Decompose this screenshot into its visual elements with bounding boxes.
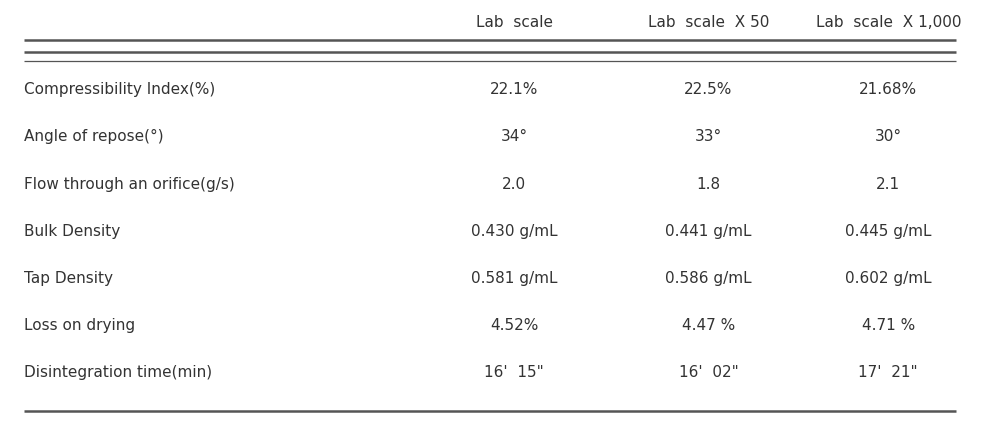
Text: 4.47 %: 4.47 % [682, 318, 735, 333]
Text: 16'  02": 16' 02" [679, 366, 738, 380]
Text: 30°: 30° [875, 130, 902, 144]
Text: 0.586 g/mL: 0.586 g/mL [665, 271, 752, 286]
Text: Bulk Density: Bulk Density [24, 224, 120, 239]
Text: 2.1: 2.1 [876, 177, 900, 192]
Text: 16'  15": 16' 15" [484, 366, 544, 380]
Text: 0.441 g/mL: 0.441 g/mL [665, 224, 752, 239]
Text: 0.430 g/mL: 0.430 g/mL [471, 224, 558, 239]
Text: 1.8: 1.8 [697, 177, 720, 192]
Text: 17'  21": 17' 21" [858, 366, 918, 380]
Text: 33°: 33° [695, 130, 722, 144]
Text: Lab  scale  X 1,000: Lab scale X 1,000 [816, 15, 961, 31]
Text: Compressibility Index(%): Compressibility Index(%) [24, 82, 215, 97]
Text: Lab  scale  X 50: Lab scale X 50 [647, 15, 769, 31]
Text: 2.0: 2.0 [502, 177, 526, 192]
Text: 4.52%: 4.52% [490, 318, 538, 333]
Text: 0.581 g/mL: 0.581 g/mL [471, 271, 558, 286]
Text: Disintegration time(min): Disintegration time(min) [24, 366, 212, 380]
Text: Lab  scale: Lab scale [475, 15, 553, 31]
Text: Angle of repose(°): Angle of repose(°) [24, 130, 163, 144]
Text: 34°: 34° [501, 130, 527, 144]
Text: 21.68%: 21.68% [859, 82, 917, 97]
Text: 0.602 g/mL: 0.602 g/mL [845, 271, 932, 286]
Text: Tap Density: Tap Density [24, 271, 112, 286]
Text: Loss on drying: Loss on drying [24, 318, 135, 333]
Text: 22.1%: 22.1% [490, 82, 538, 97]
Text: 4.71 %: 4.71 % [862, 318, 915, 333]
Text: 22.5%: 22.5% [684, 82, 733, 97]
Text: 0.445 g/mL: 0.445 g/mL [845, 224, 932, 239]
Text: Flow through an orifice(g/s): Flow through an orifice(g/s) [24, 177, 234, 192]
